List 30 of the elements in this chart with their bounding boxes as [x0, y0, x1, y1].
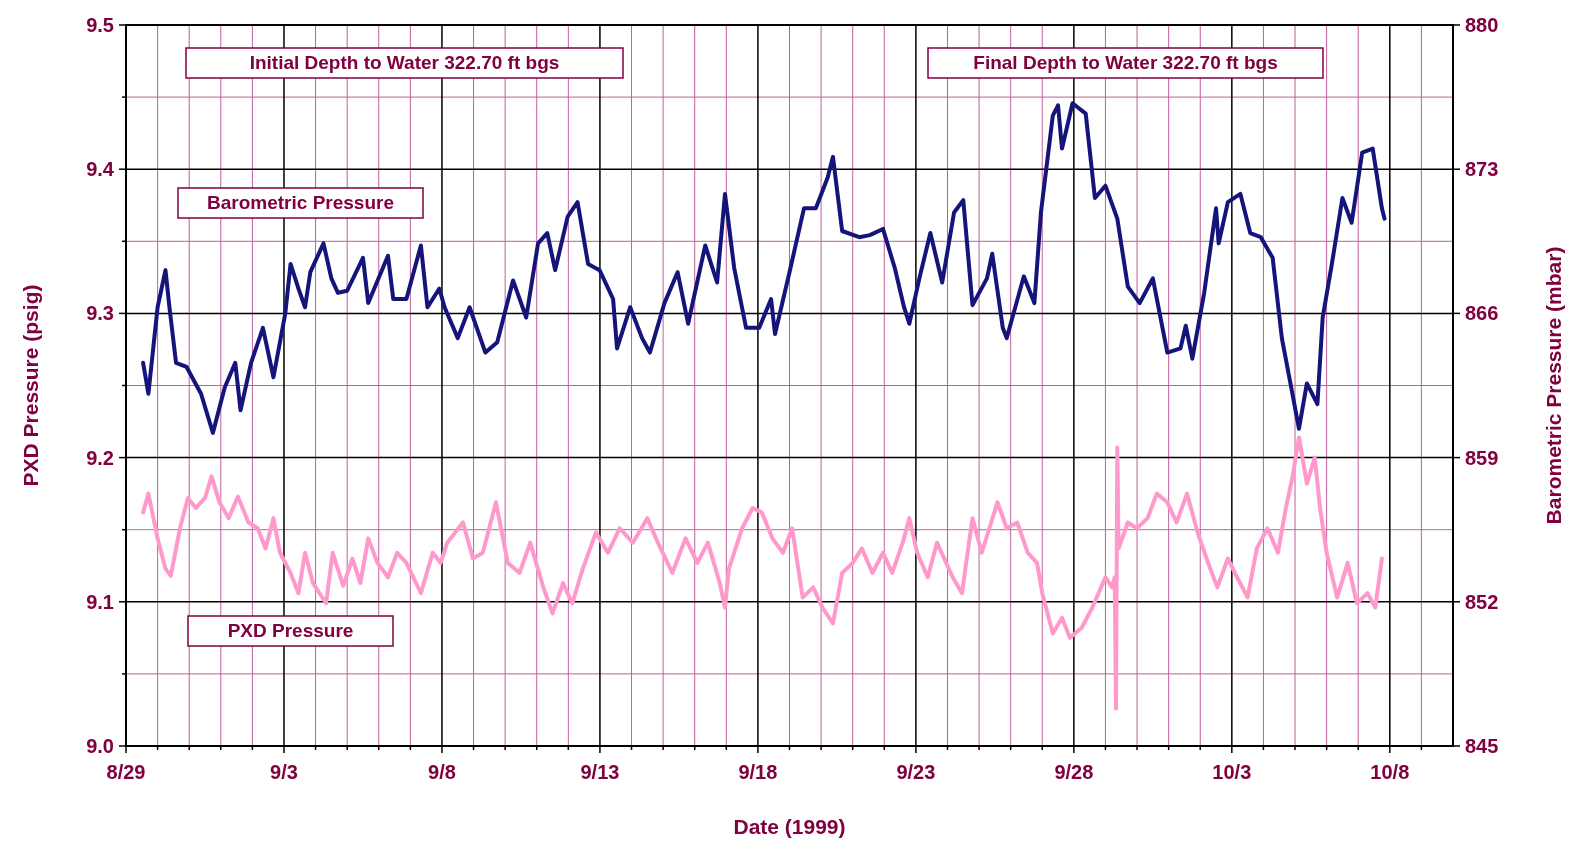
annotation: Final Depth to Water 322.70 ft bgs [973, 52, 1278, 73]
x-tick-label: 10/3 [1212, 761, 1252, 783]
x-tick-label: 9/28 [1054, 761, 1094, 783]
series-label: PXD Pressure [227, 620, 354, 641]
annotation: Initial Depth to Water 322.70 ft bgs [249, 52, 560, 73]
x-axis-title: Date (1999) [733, 815, 846, 838]
y-tick-label: 9.5 [86, 14, 114, 36]
x-tick-label: 9/8 [428, 761, 456, 783]
y2-tick-label: 873 [1465, 158, 1499, 181]
y-axis-title: PXD Pressure (psig) [19, 284, 42, 487]
y2-tick-label: 859 [1465, 446, 1499, 469]
y2-tick-label: 866 [1465, 302, 1499, 325]
line-series [141, 435, 1384, 711]
line-series [141, 101, 1387, 435]
y2-tick-label: 880 [1465, 14, 1499, 36]
y-tick-label: 9.3 [86, 302, 114, 325]
x-tick-label: 10/8 [1370, 761, 1410, 783]
y-tick-label: 9.1 [86, 590, 114, 613]
y2-tick-label: 845 [1465, 735, 1499, 757]
x-tick-label: 8/29 [106, 761, 146, 783]
x-tick-label: 9/13 [580, 761, 620, 783]
y-tick-label: 9.4 [86, 158, 115, 181]
y-tick-label: 9.2 [86, 446, 114, 469]
x-tick-label: 9/18 [738, 761, 778, 783]
y2-tick-label: 852 [1465, 590, 1499, 613]
text: Barometric Pressure [207, 192, 394, 213]
x-tick-label: 9/23 [896, 761, 936, 783]
y-tick-label: 9.0 [86, 735, 114, 757]
y2-axis-title: Barometric Pressure (mbar) [1542, 246, 1565, 525]
x-tick-label: 9/3 [270, 761, 298, 783]
